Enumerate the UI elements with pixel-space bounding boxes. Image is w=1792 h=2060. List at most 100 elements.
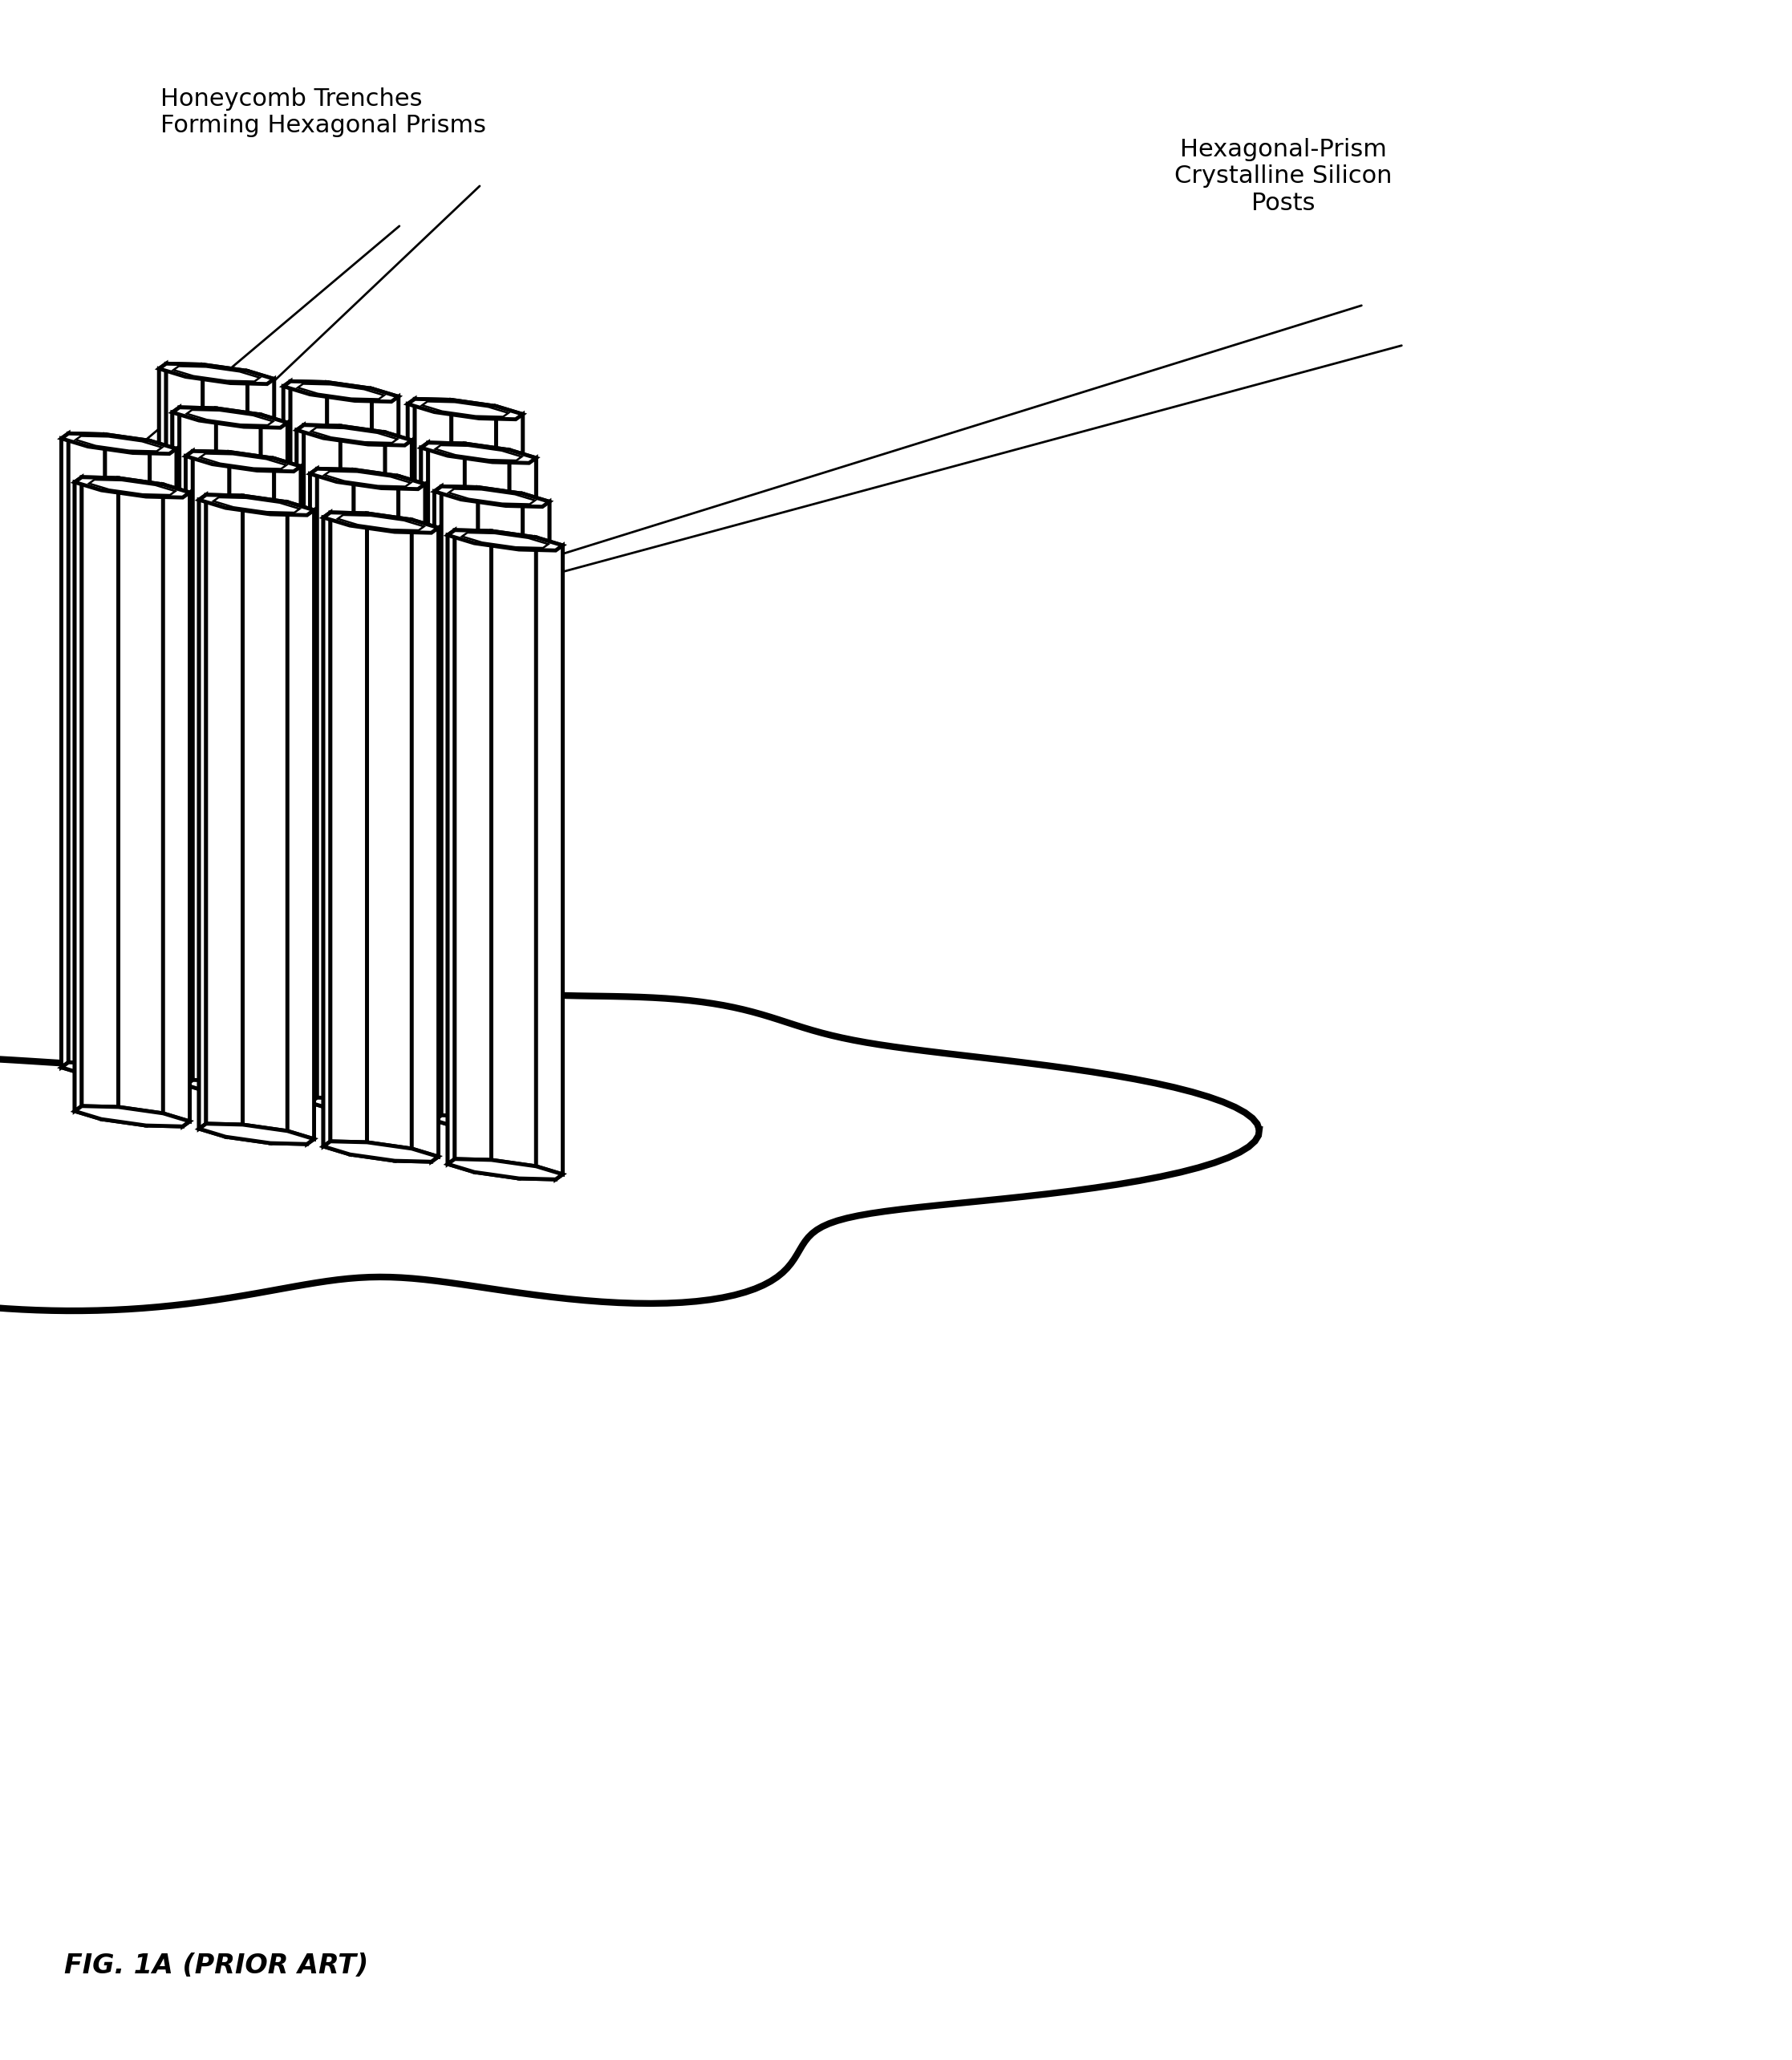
Polygon shape [421,447,448,1086]
Polygon shape [349,525,394,1160]
Polygon shape [385,433,412,1069]
Polygon shape [353,470,398,1104]
Polygon shape [323,513,439,534]
Polygon shape [461,499,505,1135]
Polygon shape [151,441,176,1077]
Polygon shape [61,1063,176,1084]
Polygon shape [186,455,211,1094]
Polygon shape [179,408,217,1036]
Polygon shape [186,451,194,1086]
Polygon shape [283,381,398,402]
Polygon shape [455,529,491,1160]
Polygon shape [310,474,337,1110]
Polygon shape [382,488,418,1119]
Polygon shape [229,451,274,1088]
Polygon shape [391,398,398,1030]
Polygon shape [448,529,455,1164]
Polygon shape [262,414,287,1051]
Polygon shape [409,400,414,1032]
Polygon shape [452,400,496,1034]
Polygon shape [405,441,412,1073]
Polygon shape [323,513,330,1147]
Polygon shape [337,515,425,529]
Polygon shape [145,496,183,1127]
Text: Honeycomb Trenches
Forming Hexagonal Prisms: Honeycomb Trenches Forming Hexagonal Pri… [65,1178,391,1228]
Polygon shape [75,437,161,451]
Polygon shape [168,449,176,1084]
Polygon shape [88,447,133,1082]
Polygon shape [68,433,106,1063]
Polygon shape [475,544,520,1178]
Polygon shape [434,492,461,1129]
Polygon shape [493,461,529,1092]
Polygon shape [201,453,287,470]
Polygon shape [323,439,367,1073]
Polygon shape [90,480,176,494]
Polygon shape [324,472,410,486]
Polygon shape [159,365,167,997]
Polygon shape [435,445,521,461]
Polygon shape [310,393,355,1030]
Polygon shape [421,443,428,1077]
Polygon shape [297,431,323,1067]
Polygon shape [267,379,274,1014]
Polygon shape [163,484,190,1121]
Polygon shape [367,445,405,1073]
Polygon shape [355,402,391,1030]
Polygon shape [434,1114,550,1135]
Polygon shape [242,496,287,1131]
Polygon shape [244,426,280,1057]
Polygon shape [423,402,509,416]
Polygon shape [434,486,441,1121]
Polygon shape [556,546,563,1180]
Polygon shape [102,490,145,1125]
Polygon shape [217,408,262,1044]
Polygon shape [414,400,452,1028]
Polygon shape [226,509,271,1143]
Polygon shape [167,365,202,993]
Polygon shape [271,515,306,1143]
Polygon shape [371,389,398,1026]
Polygon shape [174,367,260,381]
Polygon shape [337,482,382,1117]
Text: Hexagonal-Prism
Crystalline Silicon
Posts: Hexagonal-Prism Crystalline Silicon Post… [1174,138,1392,214]
Polygon shape [294,466,301,1100]
Polygon shape [398,476,425,1112]
Polygon shape [159,993,274,1014]
Polygon shape [448,536,475,1172]
Polygon shape [202,365,247,999]
Polygon shape [159,369,186,1005]
Polygon shape [297,383,383,400]
Text: FIG. 1A (PRIOR ART): FIG. 1A (PRIOR ART) [65,1953,369,1978]
Polygon shape [418,484,425,1119]
Polygon shape [310,470,317,1102]
Polygon shape [283,381,290,1016]
Polygon shape [75,478,190,499]
Polygon shape [172,1036,287,1057]
Polygon shape [61,433,68,1067]
Polygon shape [283,387,310,1024]
Polygon shape [323,517,349,1154]
Polygon shape [491,531,536,1166]
Polygon shape [297,424,412,445]
Polygon shape [409,1028,523,1049]
Polygon shape [462,534,548,548]
Polygon shape [186,451,301,472]
Polygon shape [106,435,151,1069]
Polygon shape [409,400,523,420]
Polygon shape [290,381,328,1011]
Polygon shape [543,503,550,1135]
Polygon shape [312,428,398,443]
Polygon shape [328,383,371,1018]
Polygon shape [287,503,314,1139]
Polygon shape [186,377,231,1011]
Polygon shape [159,365,274,383]
Polygon shape [256,470,294,1100]
Polygon shape [330,513,367,1141]
Polygon shape [305,424,340,1055]
Polygon shape [199,494,314,515]
Polygon shape [478,488,523,1123]
Polygon shape [394,531,432,1162]
Polygon shape [186,410,272,424]
Polygon shape [75,1106,190,1127]
